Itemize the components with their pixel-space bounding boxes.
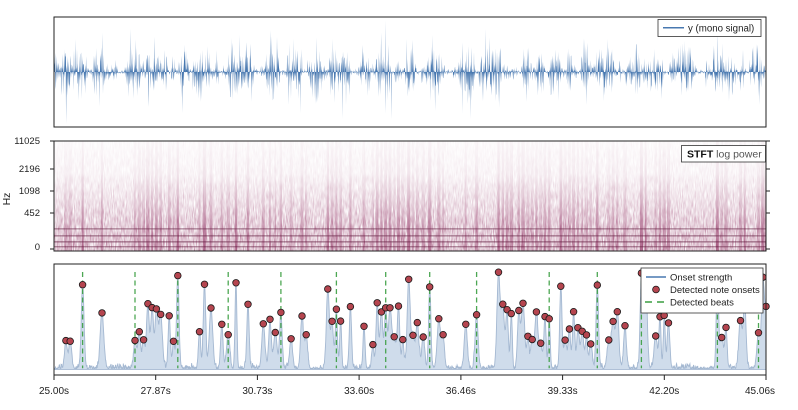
svg-text:2196: 2196 bbox=[19, 164, 40, 175]
svg-text:Detected note onsets: Detected note onsets bbox=[670, 285, 760, 296]
svg-text:1098: 1098 bbox=[19, 186, 40, 197]
svg-text:42.20s: 42.20s bbox=[649, 386, 679, 397]
svg-text:Onset strength: Onset strength bbox=[670, 273, 732, 284]
svg-text:27.87s: 27.87s bbox=[141, 386, 171, 397]
svg-text:45.06s: 45.06s bbox=[745, 386, 775, 397]
svg-text:39.33s: 39.33s bbox=[548, 386, 578, 397]
svg-text:0: 0 bbox=[35, 242, 40, 253]
svg-text:Hz: Hz bbox=[1, 193, 13, 206]
svg-text:Detected beats: Detected beats bbox=[670, 298, 734, 309]
svg-text:25.00s: 25.00s bbox=[39, 386, 69, 397]
svg-text:36.46s: 36.46s bbox=[446, 386, 476, 397]
svg-text:y (mono signal): y (mono signal) bbox=[688, 23, 754, 34]
svg-text:33.60s: 33.60s bbox=[344, 386, 374, 397]
svg-text:30.73s: 30.73s bbox=[242, 386, 272, 397]
svg-text:STFT log power: STFT log power bbox=[687, 149, 762, 161]
svg-text:11025: 11025 bbox=[14, 136, 40, 147]
svg-text:452: 452 bbox=[24, 208, 40, 219]
